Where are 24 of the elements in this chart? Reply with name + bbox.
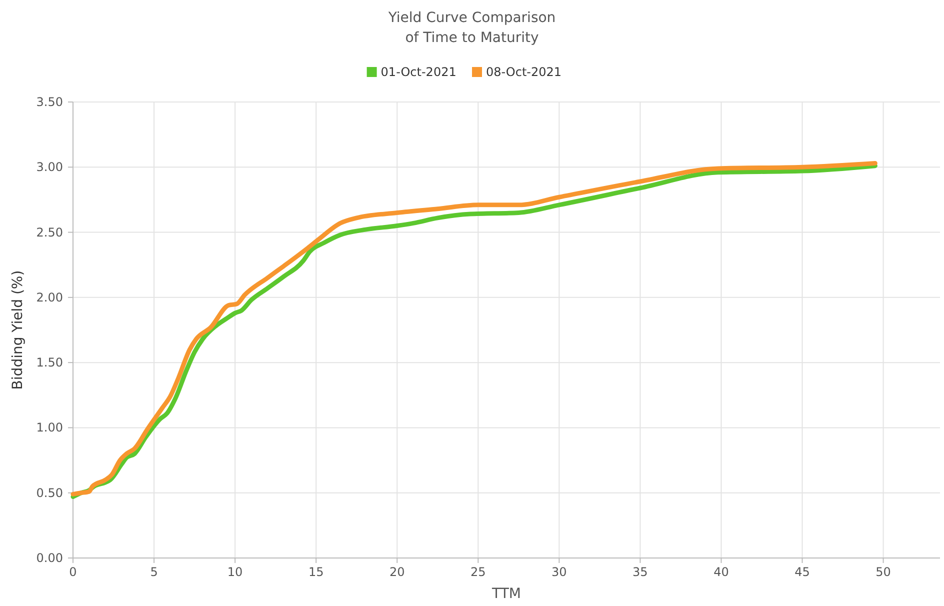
x-tick-label: 50 [876, 565, 891, 579]
x-tick-label: 30 [552, 565, 567, 579]
y-tick-label: 3.50 [36, 95, 63, 109]
y-tick-label: 1.00 [36, 420, 63, 435]
x-tick-label: 15 [308, 565, 324, 579]
x-tick-label: 20 [389, 565, 405, 579]
x-tick-label: 40 [714, 565, 729, 579]
y-axis-title: Bidding Yield (%) [10, 270, 26, 390]
x-tick-label: 35 [632, 565, 648, 579]
y-tick-label: 2.50 [36, 225, 63, 240]
y-tick-label: 0.50 [36, 486, 63, 500]
legend-label: 01-Oct-2021 [380, 65, 456, 79]
x-tick-label: 0 [69, 565, 77, 579]
chart-title: Yield Curve Comparison of Time to Maturity [387, 10, 556, 46]
x-tick-label: 10 [227, 565, 243, 579]
y-tick-label: 0.00 [36, 551, 63, 565]
legend-label: 08-Oct-2021 [486, 65, 562, 79]
x-tick-label: 25 [470, 565, 486, 579]
x-axis-title: TTM [491, 586, 521, 602]
y-tick-label: 1.50 [36, 356, 63, 370]
x-tick-label: 5 [150, 565, 158, 579]
x-tick-label: 45 [794, 565, 810, 579]
y-tick-label: 3.00 [36, 160, 63, 174]
y-tick-label: 2.00 [36, 290, 63, 304]
